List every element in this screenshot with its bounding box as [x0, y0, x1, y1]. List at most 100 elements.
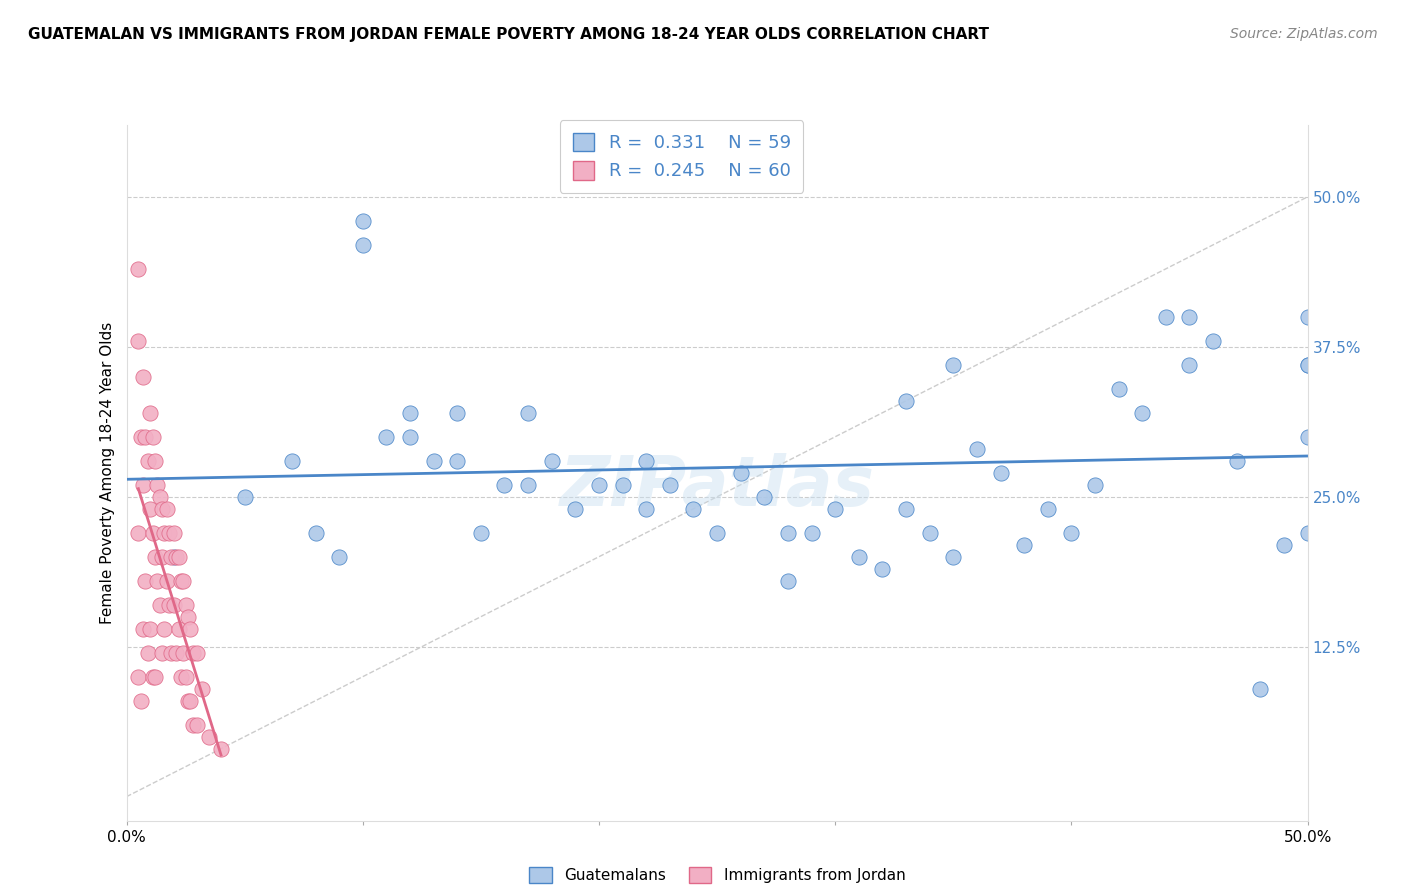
Point — [172, 646, 194, 660]
Point — [1296, 310, 1319, 324]
Point — [127, 334, 149, 348]
Point — [1296, 358, 1319, 372]
Point — [143, 670, 166, 684]
Point — [1084, 477, 1107, 491]
Point — [1154, 310, 1177, 324]
Point — [136, 646, 159, 660]
Point — [636, 501, 658, 516]
Point — [682, 501, 704, 516]
Point — [163, 549, 186, 564]
Point — [160, 646, 183, 660]
Point — [132, 477, 155, 491]
Point — [1060, 525, 1083, 540]
Point — [157, 525, 180, 540]
Point — [612, 477, 634, 491]
Point — [156, 574, 179, 588]
Point — [132, 622, 155, 636]
Point — [776, 525, 799, 540]
Point — [139, 622, 162, 636]
Point — [181, 646, 204, 660]
Point — [129, 694, 152, 708]
Point — [132, 369, 155, 384]
Point — [163, 598, 186, 612]
Point — [174, 598, 197, 612]
Y-axis label: Female Poverty Among 18-24 Year Olds: Female Poverty Among 18-24 Year Olds — [100, 322, 115, 624]
Point — [894, 393, 917, 408]
Point — [186, 717, 208, 731]
Point — [143, 454, 166, 468]
Point — [776, 574, 799, 588]
Point — [1249, 681, 1271, 696]
Point — [170, 670, 193, 684]
Point — [146, 477, 169, 491]
Point — [156, 501, 179, 516]
Point — [139, 501, 162, 516]
Point — [1296, 430, 1319, 444]
Point — [446, 406, 468, 420]
Point — [470, 525, 492, 540]
Point — [149, 598, 172, 612]
Point — [894, 501, 917, 516]
Point — [1130, 406, 1153, 420]
Point — [177, 694, 200, 708]
Point — [172, 574, 194, 588]
Point — [191, 681, 214, 696]
Point — [824, 501, 846, 516]
Point — [658, 477, 681, 491]
Point — [141, 430, 163, 444]
Point — [399, 406, 422, 420]
Point — [150, 646, 173, 660]
Point — [134, 430, 156, 444]
Point — [167, 549, 190, 564]
Point — [636, 454, 658, 468]
Point — [181, 717, 204, 731]
Point — [918, 525, 941, 540]
Point — [170, 574, 193, 588]
Point — [422, 454, 444, 468]
Point — [141, 670, 163, 684]
Point — [150, 501, 173, 516]
Point — [375, 430, 398, 444]
Point — [706, 525, 728, 540]
Point — [494, 477, 516, 491]
Point — [141, 525, 163, 540]
Point — [1272, 538, 1295, 552]
Point — [165, 646, 187, 660]
Text: Source: ZipAtlas.com: Source: ZipAtlas.com — [1230, 27, 1378, 41]
Point — [153, 525, 176, 540]
Point — [942, 358, 965, 372]
Point — [990, 466, 1012, 480]
Point — [143, 549, 166, 564]
Point — [564, 501, 586, 516]
Point — [1202, 334, 1225, 348]
Point — [1226, 454, 1249, 468]
Point — [1012, 538, 1035, 552]
Point — [186, 646, 208, 660]
Point — [800, 525, 823, 540]
Point — [1178, 310, 1201, 324]
Point — [1036, 501, 1059, 516]
Point — [281, 454, 304, 468]
Point — [198, 730, 221, 744]
Point — [177, 609, 200, 624]
Point — [163, 525, 186, 540]
Point — [872, 562, 894, 576]
Point — [1296, 525, 1319, 540]
Point — [165, 549, 187, 564]
Point — [848, 549, 870, 564]
Text: ZIPatlas: ZIPatlas — [560, 453, 875, 520]
Point — [139, 406, 162, 420]
Point — [209, 741, 232, 756]
Point — [127, 261, 149, 276]
Point — [157, 598, 180, 612]
Point — [517, 477, 540, 491]
Point — [127, 525, 149, 540]
Point — [1108, 382, 1130, 396]
Point — [160, 549, 183, 564]
Point — [179, 622, 201, 636]
Point — [942, 549, 965, 564]
Legend: R =  0.331    N = 59, R =  0.245    N = 60: R = 0.331 N = 59, R = 0.245 N = 60 — [560, 120, 803, 193]
Point — [517, 406, 540, 420]
Point — [754, 490, 776, 504]
Point — [149, 490, 172, 504]
